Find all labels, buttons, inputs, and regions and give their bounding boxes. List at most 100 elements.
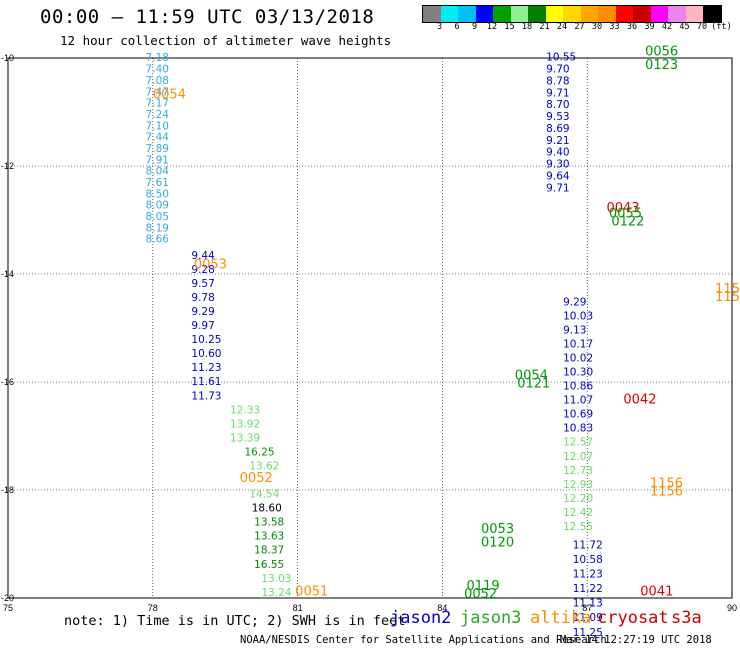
wave-height-value: 13.39 bbox=[230, 432, 260, 444]
colorbar-label: 6 bbox=[454, 22, 460, 32]
colorbar-swatch bbox=[440, 6, 458, 22]
wave-height-value: 8.69 bbox=[546, 123, 569, 135]
colorbar-label: 33 bbox=[609, 22, 620, 32]
wave-height-value: 7.10 bbox=[146, 120, 169, 132]
pass-label: 0056 bbox=[645, 44, 678, 59]
wave-height-value: 11.61 bbox=[191, 376, 221, 388]
y-tick-label: -12 bbox=[1, 161, 14, 171]
wave-height-value: 11.07 bbox=[563, 395, 593, 407]
y-tick-label: -10 bbox=[1, 53, 14, 63]
pass-label: 0042 bbox=[623, 393, 656, 408]
wave-height-value: 10.25 bbox=[191, 334, 221, 346]
pass-label: 0051 bbox=[295, 584, 328, 599]
x-tick-label: 90 bbox=[727, 603, 737, 613]
wave-height-value: 13.62 bbox=[249, 460, 279, 472]
colorbar-label: 30 bbox=[591, 22, 603, 32]
colorbar-swatch bbox=[580, 6, 598, 22]
wave-height-value: 12.73 bbox=[563, 465, 593, 477]
wave-height-value: 12.07 bbox=[563, 451, 593, 463]
wave-height-value: 9.78 bbox=[191, 292, 214, 304]
colorbar-swatch bbox=[703, 6, 721, 22]
wave-height-value: 10.02 bbox=[563, 352, 593, 364]
wave-height-value: 10.60 bbox=[191, 348, 221, 360]
pass-label: 0123 bbox=[645, 58, 678, 73]
wave-height-value: 16.25 bbox=[245, 446, 275, 458]
colorbar-label: 21 bbox=[539, 22, 550, 32]
footer-timestamp: Mar 14 12:27:19 UTC 2018 bbox=[560, 634, 712, 646]
wave-height-value: 10.55 bbox=[546, 52, 576, 64]
wave-height-value: 9.44 bbox=[191, 250, 215, 262]
wave-height-value: 10.03 bbox=[563, 310, 593, 322]
wave-height-value: 11.73 bbox=[191, 390, 221, 402]
wave-height-value: 8.66 bbox=[146, 234, 170, 246]
wave-height-value: 12.55 bbox=[563, 521, 593, 533]
pass-label: 0054 bbox=[515, 368, 548, 383]
wave-height-value: 11.25 bbox=[573, 627, 603, 639]
wave-height-value: 11.23 bbox=[191, 362, 221, 374]
pass-label: 0043 bbox=[607, 201, 640, 216]
colorbar-label: 12 bbox=[486, 22, 498, 32]
pass-label: 0055 bbox=[609, 206, 642, 221]
wave-height-value: 7.17 bbox=[146, 98, 169, 110]
colorbar-label: 36 bbox=[626, 22, 638, 32]
pass-label: 0122 bbox=[611, 214, 644, 229]
wave-height-value: 13.24 bbox=[261, 587, 291, 599]
colorbar-label: 42 bbox=[661, 22, 673, 32]
pass-label: 0052 bbox=[464, 587, 497, 602]
swh-colorbar bbox=[422, 5, 722, 23]
wave-height-value: 10.69 bbox=[563, 409, 593, 421]
wave-height-value: 13.58 bbox=[254, 517, 284, 529]
wave-height-value: 7.44 bbox=[146, 132, 170, 144]
pass-label: 115 bbox=[715, 282, 740, 297]
colorbar-swatch bbox=[545, 6, 563, 22]
colorbar-label: 45 bbox=[679, 22, 690, 32]
wave-height-value: 11.13 bbox=[573, 598, 603, 610]
wave-height-value: 8.50 bbox=[146, 188, 169, 200]
colorbar-swatch bbox=[633, 6, 651, 22]
wave-height-value: 7.40 bbox=[146, 64, 169, 76]
colorbar-swatch bbox=[528, 6, 546, 22]
pass-label: 0053 bbox=[481, 522, 514, 537]
colorbar-label: 15 bbox=[504, 22, 515, 32]
x-tick-label: 81 bbox=[293, 603, 303, 613]
colorbar-label: 24 bbox=[556, 22, 568, 32]
colorbar-swatch bbox=[475, 6, 493, 22]
wave-height-value: 12.42 bbox=[563, 507, 593, 519]
wave-height-value: 10.30 bbox=[563, 367, 593, 379]
wave-height-value: 9.97 bbox=[191, 320, 214, 332]
wave-height-value: 8.78 bbox=[546, 75, 569, 87]
legend-s3a: s3a bbox=[671, 608, 702, 628]
wave-height-value: 12.57 bbox=[563, 437, 593, 449]
wave-height-value: 12.33 bbox=[230, 404, 260, 416]
colorbar-swatch bbox=[615, 6, 633, 22]
colorbar-unit: (ft) bbox=[711, 22, 732, 32]
colorbar-label: 27 bbox=[574, 22, 585, 32]
wave-height-value: 11.22 bbox=[573, 583, 603, 595]
wave-height-value: 9.71 bbox=[546, 182, 569, 194]
colorbar-swatch bbox=[493, 6, 511, 22]
chart-subtitle: 12 hour collection of altimeter wave hei… bbox=[60, 33, 392, 48]
wave-height-value: 9.64 bbox=[546, 171, 570, 183]
wave-height-value: 13.63 bbox=[254, 531, 284, 543]
pass-label: 0119 bbox=[467, 579, 500, 594]
wave-height-value: 7.24 bbox=[146, 109, 170, 121]
wave-height-value: 8.05 bbox=[146, 211, 169, 223]
footer-credit: NOAA/NESDIS Center for Satellite Applica… bbox=[240, 634, 607, 646]
wave-height-value: 9.71 bbox=[546, 87, 569, 99]
wave-height-value: 13.92 bbox=[230, 418, 260, 430]
pass-label: 0120 bbox=[481, 536, 514, 551]
wave-height-value: 16.55 bbox=[254, 559, 284, 571]
colorbar-swatch bbox=[668, 6, 686, 22]
wave-height-value: 8.70 bbox=[546, 99, 569, 111]
pass-label: 1156 bbox=[650, 484, 683, 499]
wave-height-value: 10.58 bbox=[573, 554, 603, 566]
wave-height-value: 9.28 bbox=[191, 264, 214, 276]
pass-label: 115 bbox=[715, 290, 740, 305]
chart-title: 00:00 — 11:59 UTC 03/13/2018 bbox=[40, 6, 375, 28]
legend-cryosat: cryosat bbox=[597, 608, 669, 628]
wave-height-value: 9.30 bbox=[546, 159, 569, 171]
wave-height-value: 14.54 bbox=[249, 489, 279, 501]
wave-height-value: 7.61 bbox=[146, 177, 169, 189]
wave-height-value: 9.40 bbox=[546, 147, 569, 159]
